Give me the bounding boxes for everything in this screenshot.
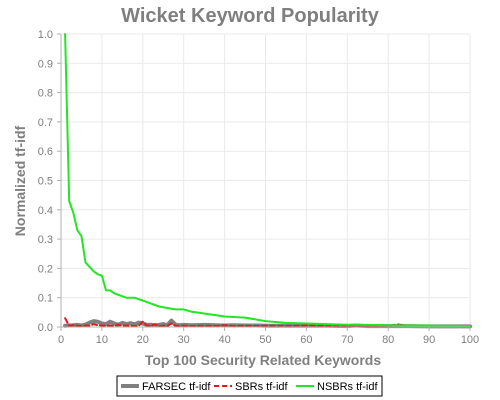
- y-tick-label: 0.9: [38, 58, 53, 70]
- series-line-2: [64, 317, 471, 328]
- y-tick-label: 0.0: [38, 322, 53, 334]
- chart-title: Wicket Keyword Popularity: [121, 5, 380, 27]
- legend-label-2: SBRs tf-idf: [235, 381, 289, 393]
- legend: FARSEC tf-idf SBRs tf-idf NSBRs tf-idf: [116, 375, 383, 397]
- x-axis-label: Top 100 Security Related Keywords: [145, 352, 381, 368]
- y-tick-label: 0.8: [38, 88, 53, 100]
- series-layer: [63, 33, 472, 329]
- x-tick-label: 70: [341, 334, 353, 346]
- y-tick-label: 0.7: [38, 117, 53, 129]
- tick-labels: 0 10 20 30 40 50 60 70 80 90 100 0.0 0.1 0.2 0.3 0.4 0.5…: [38, 29, 479, 346]
- legend-label-1: FARSEC tf-idf: [142, 381, 211, 393]
- y-tick-label: 0.4: [38, 205, 53, 217]
- x-tick-label: 60: [300, 334, 312, 346]
- x-tick-label: 80: [382, 334, 394, 346]
- x-tick-label: 20: [137, 334, 149, 346]
- legend-box: [116, 375, 383, 397]
- x-tick-label: 30: [178, 334, 190, 346]
- series-line-3: [64, 33, 471, 328]
- y-tick-label: 0.2: [38, 263, 53, 275]
- x-tick-label: 100: [461, 334, 479, 346]
- legend-label-3: NSBRs tf-idf: [317, 381, 378, 393]
- grid-lines: [60, 33, 471, 328]
- y-tick-label: 1.0: [38, 29, 53, 41]
- y-tick-label: 0.5: [38, 176, 53, 188]
- x-tick-label: 10: [96, 334, 108, 346]
- y-axis-label: Normalized tf-idf: [12, 125, 28, 236]
- y-tick-label: 0.1: [38, 293, 53, 305]
- y-tick-label: 0.3: [38, 234, 53, 246]
- x-tick-label: 90: [423, 334, 435, 346]
- x-tick-label: 40: [218, 334, 230, 346]
- x-tick-label: 50: [259, 334, 271, 346]
- x-tick-label: 0: [58, 334, 64, 346]
- y-tick-label: 0.6: [38, 146, 53, 158]
